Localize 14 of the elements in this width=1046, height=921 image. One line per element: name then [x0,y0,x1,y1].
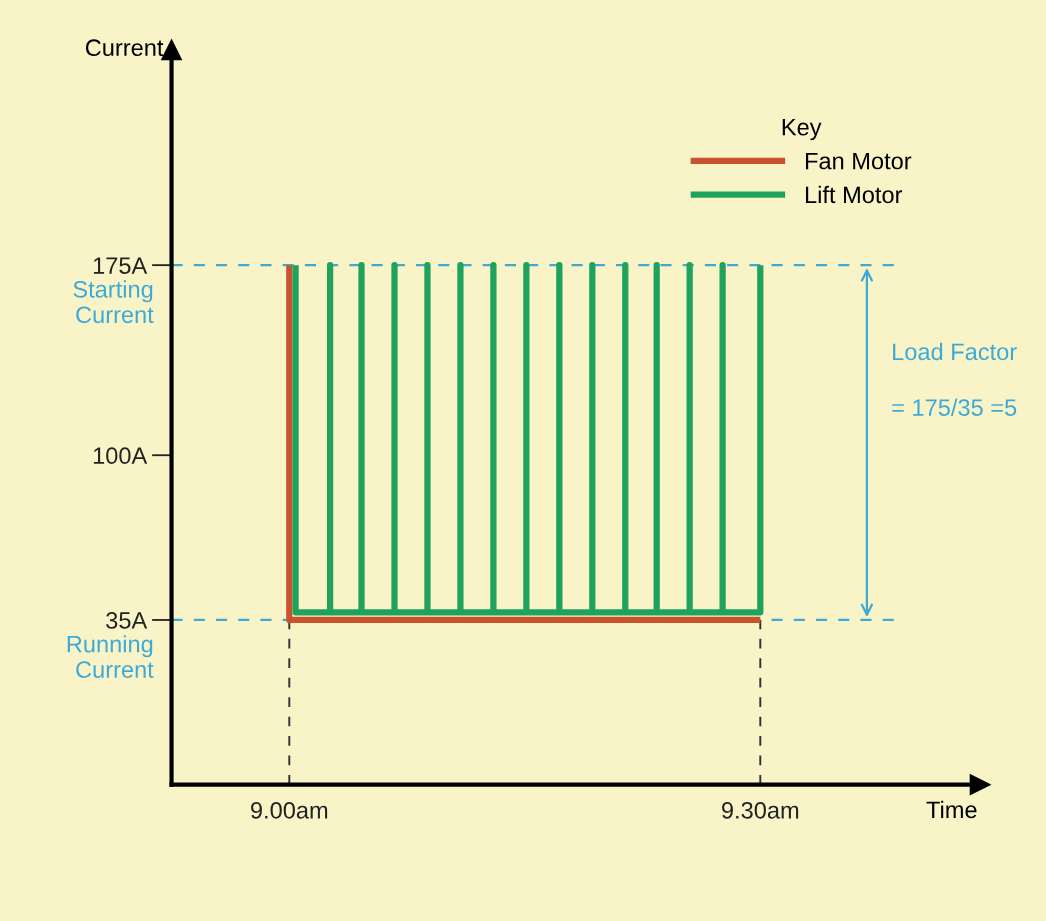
annotation: Load Factor [893,342,1017,361]
y-axis-title: Current [85,39,164,57]
legend-label: Lift Motor [805,185,903,204]
legend-label: Fan Motor [805,152,912,170]
annotation: = 175/35 =5 [892,398,1017,416]
y-tick-label: 35A [106,612,148,629]
x-tick-label: 9.30am [722,801,799,819]
ref-line-label: Running Current [67,635,154,678]
y-tick-label: 100A [93,447,148,465]
y-tick-label: 175A [93,257,148,274]
legend-title: Key [782,119,822,141]
x-tick-label: 9.00am [251,801,328,819]
x-axis-title: Time [926,800,977,819]
ref-line-label: Starting Current [73,280,154,324]
